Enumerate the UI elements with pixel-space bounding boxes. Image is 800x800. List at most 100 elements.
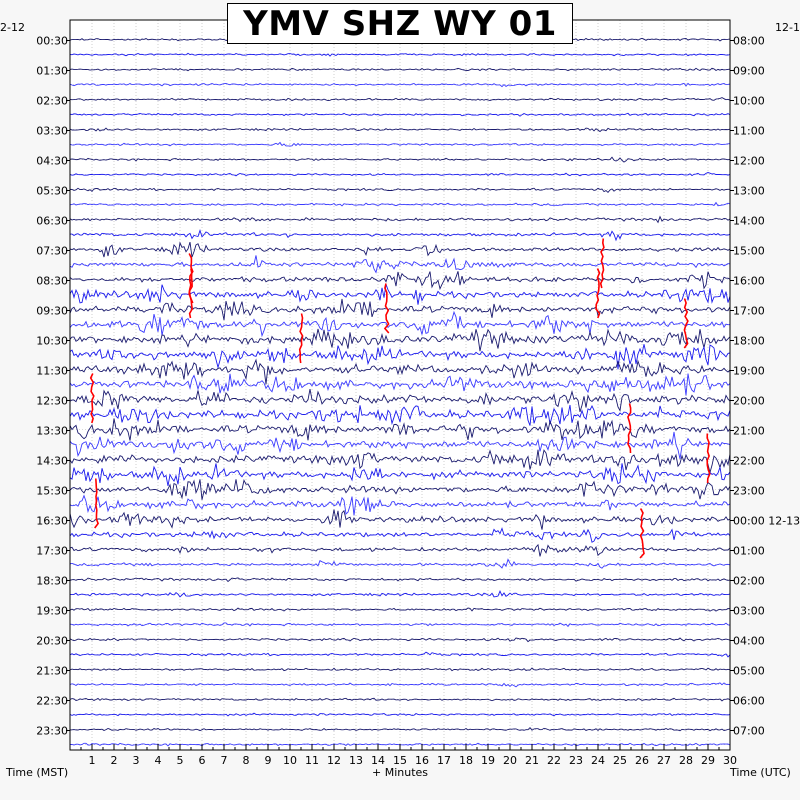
left-tick-label: 20:30: [36, 635, 68, 648]
trace-line: [69, 651, 731, 658]
x-tick-label: 13: [349, 754, 363, 767]
x-axis-ticks: 1 2 3 4 5 6 7 8 9 10 11 12 13 14 15 16 17 18 19 20 21 22 23 24 2…: [69, 744, 737, 767]
clipped-mark: [599, 238, 605, 289]
x-tick-label: 25: [613, 754, 627, 767]
trace-line: [69, 590, 731, 598]
x-tick-label: 22: [547, 754, 561, 767]
trace-series: [69, 37, 731, 747]
right-tick-label: 17:00: [733, 305, 765, 318]
right-tick-label: 14:00: [733, 215, 765, 228]
left-tick-label: 00:30: [36, 35, 68, 48]
right-tick-label: 03:00: [733, 605, 765, 618]
trace-line: [69, 112, 731, 117]
right-tick-label: 00:00 12-13: [733, 515, 800, 528]
trace-line: [69, 682, 731, 688]
x-tick-label: 29: [701, 754, 715, 767]
right-tick-label: 15:00: [733, 245, 765, 258]
right-tick-label: 11:00: [733, 125, 765, 138]
left-tick-label: 05:30: [36, 185, 68, 198]
left-tick-label: 15:30: [36, 485, 68, 498]
clipped-mark: [89, 373, 95, 424]
trace-line: [70, 558, 731, 569]
left-tick-label: 08:30: [36, 275, 68, 288]
right-tick-label: 09:00: [733, 65, 765, 78]
trace-line: [69, 172, 731, 177]
left-tick-label: 17:30: [36, 545, 68, 558]
trace-line: [69, 607, 731, 612]
trace-line: [69, 215, 731, 224]
right-tick-label: 08:00: [733, 35, 765, 48]
left-tick-label: 10:30: [36, 335, 68, 348]
x-tick-label: 15: [393, 754, 407, 767]
left-tick-label: 04:30: [36, 155, 68, 168]
trace-line: [69, 284, 731, 305]
trace-line: [69, 127, 731, 133]
trace-line: [69, 97, 731, 102]
x-tick-label: 1: [89, 754, 96, 767]
left-tick-label: 19:30: [36, 605, 68, 618]
trace-line: [69, 373, 731, 396]
x-tick-label: 11: [305, 754, 319, 767]
left-tick-label: 14:30: [36, 455, 68, 468]
trace-line: [69, 328, 731, 352]
left-tick-label: 12:30: [36, 395, 68, 408]
right-tick-label: 12:00: [733, 155, 765, 168]
x-tick-label: 16: [415, 754, 429, 767]
trace-line: [69, 389, 731, 413]
trace-line: [69, 527, 731, 543]
x-tick-label: 24: [591, 754, 605, 767]
right-tick-label: 07:00: [733, 725, 765, 738]
left-tick-label: 21:30: [36, 665, 68, 678]
trace-line: [69, 637, 731, 643]
x-tick-label: 19: [481, 754, 495, 767]
clipped-mark: [383, 283, 390, 334]
x-tick-label: 9: [265, 754, 272, 767]
x-tick-label: 23: [569, 754, 583, 767]
x-tick-label: 3: [133, 754, 140, 767]
left-tick-label: 18:30: [36, 575, 68, 588]
right-tick-label: 02:00: [733, 575, 765, 588]
left-tick-label: 13:30: [36, 425, 68, 438]
x-tick-label: 4: [155, 754, 162, 767]
trace-line: [69, 358, 731, 385]
trace-line: [69, 298, 731, 321]
x-tick-label: 30: [723, 754, 737, 767]
clipped-mark: [706, 433, 711, 484]
chart-title: YMV SHZ WY 01: [227, 3, 573, 44]
right-tick-label: 20:00: [733, 395, 765, 408]
trace-line: [69, 241, 731, 258]
trace-line: [69, 67, 731, 72]
right-axis-ticks: 08:00 09:00 10:00 11:00 12:00 13:00 14:00 15:00…: [730, 35, 800, 738]
right-tick-label: 04:00: [733, 635, 765, 648]
left-tick-label: 09:30: [36, 305, 68, 318]
x-tick-label: 6: [199, 754, 206, 767]
clipped-mark: [188, 268, 194, 319]
trace-line: [69, 310, 730, 338]
right-tick-label: 13:00: [733, 185, 765, 198]
trace-line: [69, 463, 731, 486]
trace-line: [69, 404, 731, 426]
x-tick-label: 2: [111, 754, 118, 767]
plot-background: [70, 20, 730, 750]
x-tick-label: 12: [327, 754, 341, 767]
trace-line: [69, 255, 731, 274]
x-tick-label: 26: [635, 754, 649, 767]
trace-line: [69, 478, 731, 500]
clipped-mark: [683, 298, 689, 349]
x-axis-title: + Minutes: [372, 766, 429, 779]
right-tick-label: 01:00: [733, 545, 765, 558]
trace-line: [69, 622, 731, 628]
clipped-mark: [639, 508, 645, 559]
left-axis-title: Time (MST): [6, 766, 69, 779]
trace-line: [69, 509, 731, 530]
clipped-mark: [298, 313, 304, 364]
left-tick-label: 11:30: [36, 365, 68, 378]
trace-line: [69, 577, 731, 583]
left-tick-label: 02:30: [36, 95, 68, 108]
x-tick-label: 17: [437, 754, 451, 767]
trace-line: [69, 156, 731, 163]
trace-line: [69, 271, 731, 291]
left-tick-label: 01:30: [36, 65, 68, 78]
trace-line: [69, 494, 731, 516]
